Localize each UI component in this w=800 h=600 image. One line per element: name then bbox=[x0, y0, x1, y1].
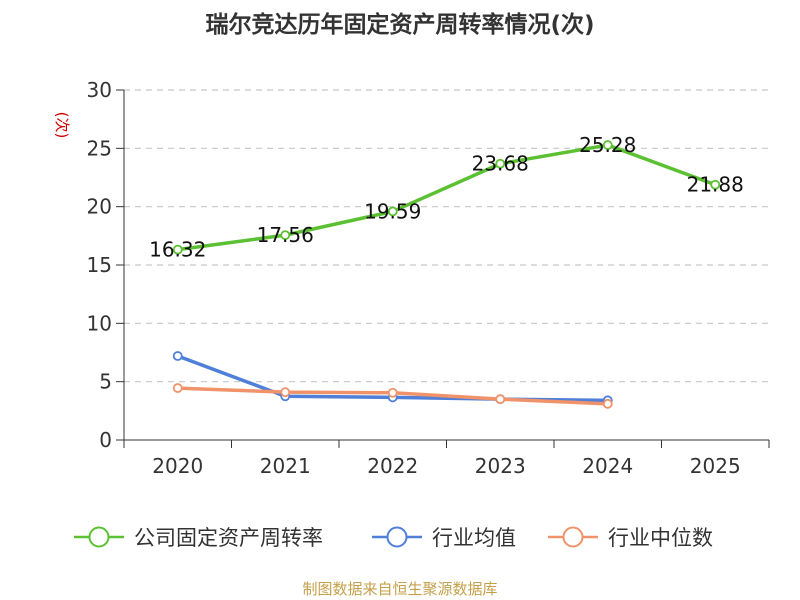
y-tick-label: 10 bbox=[87, 311, 112, 335]
data-label: 19.59 bbox=[364, 199, 421, 223]
series-group bbox=[172, 140, 721, 409]
legend-marker bbox=[562, 526, 584, 548]
data-point bbox=[387, 206, 398, 217]
y-tick-label: 0 bbox=[99, 428, 112, 452]
data-point bbox=[387, 387, 398, 398]
legend-label: 行业均值 bbox=[432, 526, 516, 550]
x-tick-label: 2024 bbox=[582, 454, 633, 478]
legend-marker bbox=[386, 526, 408, 548]
data-point bbox=[172, 244, 183, 255]
data-point bbox=[495, 158, 506, 169]
legend: 公司固定资产周转率 行业均值 行业中位数 bbox=[74, 526, 713, 550]
data-point bbox=[172, 383, 183, 393]
data-point bbox=[280, 230, 291, 241]
data-point bbox=[172, 351, 183, 361]
chart-title: 瑞尔竞达历年固定资产周转率情况(次) bbox=[205, 11, 594, 38]
y-tick-label: 15 bbox=[87, 253, 112, 277]
data-label: 17.56 bbox=[257, 223, 314, 247]
data-point bbox=[710, 179, 721, 190]
x-tick-label: 2020 bbox=[152, 454, 203, 478]
data-labels: 16.32 17.56 19.59 23.68 25.28 21.88 bbox=[149, 133, 744, 262]
y-tick-label: 25 bbox=[87, 136, 112, 160]
data-label: 21.88 bbox=[687, 173, 744, 197]
data-point bbox=[602, 140, 613, 150]
legend-label: 公司固定资产周转率 bbox=[134, 526, 323, 550]
data-label: 16.32 bbox=[149, 238, 206, 262]
x-tick-label: 2021 bbox=[260, 454, 311, 478]
series-line bbox=[176, 143, 717, 252]
source-note: 制图数据来自恒生聚源数据库 bbox=[302, 580, 497, 598]
gridlines bbox=[124, 89, 769, 383]
x-tick-label: 2022 bbox=[367, 454, 418, 478]
y-tick-label: 5 bbox=[99, 370, 112, 394]
legend-label: 行业中位数 bbox=[608, 526, 713, 550]
y-axis-label: (次) bbox=[53, 112, 71, 139]
y-tick-label: 30 bbox=[87, 78, 112, 102]
x-tick-label: 2023 bbox=[475, 454, 526, 478]
data-point bbox=[495, 394, 506, 405]
data-label: 25.28 bbox=[579, 133, 636, 157]
data-label: 23.68 bbox=[472, 152, 529, 176]
legend-marker bbox=[88, 526, 110, 548]
data-point bbox=[602, 398, 613, 409]
x-tick-label: 2025 bbox=[690, 454, 741, 478]
data-point bbox=[280, 387, 291, 398]
y-tick-label: 20 bbox=[87, 195, 112, 219]
